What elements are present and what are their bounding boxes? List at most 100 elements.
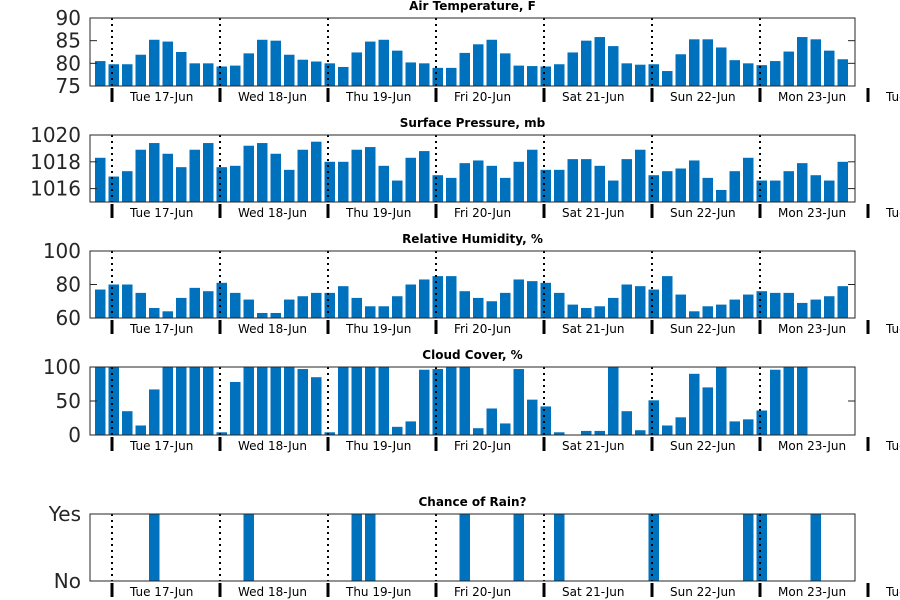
panel-3-bar <box>716 304 727 318</box>
panel-1-bar <box>243 53 254 86</box>
panel-2-bar <box>270 153 281 202</box>
panel-4-bar <box>648 400 659 435</box>
panel-5-title: Chance of Rain? <box>418 495 526 509</box>
panel-4-bar <box>797 367 808 435</box>
panel-1-xtick-label: Tue 24-Jun <box>885 90 900 104</box>
panel-1-bar <box>608 46 619 86</box>
panel-1-bar <box>675 54 686 86</box>
panel-1-bar <box>216 66 227 86</box>
panel-2-bar <box>837 161 848 202</box>
panel-1-bar <box>729 60 740 86</box>
panel-1-bar <box>459 52 470 86</box>
panel-4-bar <box>270 367 281 435</box>
panel-1-bar <box>513 65 524 86</box>
panel-2-bar <box>189 149 200 202</box>
panel-2-bar <box>810 175 821 202</box>
panel-2-bar <box>729 171 740 202</box>
panel-2-bar <box>702 177 713 202</box>
panel-3-bar <box>378 306 389 318</box>
panel-3-bar <box>797 302 808 318</box>
panel-1-bar <box>230 65 241 86</box>
panel-3-xtick-label: Wed 18-Jun <box>238 322 307 336</box>
panel-2-bar <box>513 161 524 202</box>
panel-3-bar <box>162 311 173 318</box>
panel-3-bar <box>176 297 187 318</box>
panel-2-bar <box>689 160 700 202</box>
panel-2-title: Surface Pressure, mb <box>400 116 546 130</box>
panel-5-ytick-label: Yes <box>48 502 81 526</box>
panel-3-bar <box>837 286 848 318</box>
panel-2-bar <box>405 157 416 202</box>
panel-2-bar <box>338 161 349 202</box>
panel-1-xtick-label: Sun 22-Jun <box>670 90 736 104</box>
panel-4-bar <box>770 369 781 435</box>
panel-4-bar <box>392 426 403 435</box>
panel-1-bar <box>446 67 457 86</box>
panel-3-xtick-label: Fri 20-Jun <box>454 322 511 336</box>
panel-2-bar <box>176 167 187 202</box>
panel-2-xtick-label: Sat 21-Jun <box>562 206 625 220</box>
panel-1-bar <box>594 37 605 86</box>
panel-3-bar <box>297 296 308 318</box>
panel-3-bar <box>770 292 781 318</box>
panel-2-bar <box>135 149 146 202</box>
panel-4-bar <box>635 430 646 435</box>
panel-1-bar <box>257 39 268 86</box>
panel-1-bar <box>284 54 295 86</box>
panel-2-bar <box>230 165 241 202</box>
panel-3-bar <box>756 291 767 318</box>
panel-4-bar <box>365 367 376 435</box>
panel-3-bar <box>500 292 511 318</box>
panel-1-bar <box>162 41 173 86</box>
panel-2-bar <box>716 189 727 202</box>
panel-2-xtick-label: Tue 17-Jun <box>129 206 193 220</box>
panel-4-bar <box>716 367 727 435</box>
panel-3-bar <box>635 286 646 318</box>
panel-3-bar <box>446 276 457 318</box>
panel-2-bar <box>162 153 173 202</box>
panel-5-xtick-label: Fri 20-Jun <box>454 585 511 599</box>
panel-1-bar <box>621 63 632 86</box>
panel-4-xtick-label: Fri 20-Jun <box>454 439 511 453</box>
panel-3-bar <box>729 299 740 318</box>
panel-4-bar <box>446 367 457 435</box>
panel-4-bar <box>135 425 146 435</box>
panel-5-bar <box>243 514 254 581</box>
panel-1-bar <box>527 66 538 86</box>
panel-3-bar <box>257 312 268 318</box>
panel-1-ytick-label: 80 <box>56 51 81 75</box>
panel-1-bar <box>135 54 146 86</box>
panel-2-bar <box>581 159 592 202</box>
panel-2-bar <box>648 175 659 202</box>
panel-3-bar <box>824 296 835 318</box>
panel-4-bar <box>243 367 254 435</box>
panel-1-bar <box>635 64 646 86</box>
panel-1-bar <box>432 67 443 86</box>
panel-2-bar <box>297 149 308 202</box>
panel-4-bar <box>203 367 214 435</box>
panel-1-bar <box>783 51 794 86</box>
panel-3-ytick-label: 80 <box>56 273 81 297</box>
panel-3-bar <box>95 289 106 318</box>
panel-1-bar <box>311 61 322 86</box>
panel-3-bar <box>149 307 160 318</box>
panel-3-bar <box>284 299 295 318</box>
panel-3-bar <box>230 292 241 318</box>
panel-5-bar <box>648 514 659 581</box>
panel-2-bar <box>824 180 835 202</box>
panel-3-bar <box>608 297 619 318</box>
panel-5-xtick-label: Thu 19-Jun <box>345 585 411 599</box>
panel-2-ytick-label: 1020 <box>30 123 81 147</box>
panel-1-bar <box>486 39 497 86</box>
panel-1-bar <box>702 39 713 86</box>
panel-5-bar <box>365 514 376 581</box>
panel-2-bar <box>203 143 214 202</box>
panel-4-bar <box>554 432 565 435</box>
panel-2-bar <box>473 160 484 202</box>
panel-4-bar <box>284 367 295 435</box>
panel-1-bar <box>203 63 214 86</box>
panel-4-bar <box>500 423 511 435</box>
panel-2-bar <box>446 177 457 202</box>
panel-1-bar <box>581 40 592 86</box>
panel-2-bar <box>621 159 632 202</box>
